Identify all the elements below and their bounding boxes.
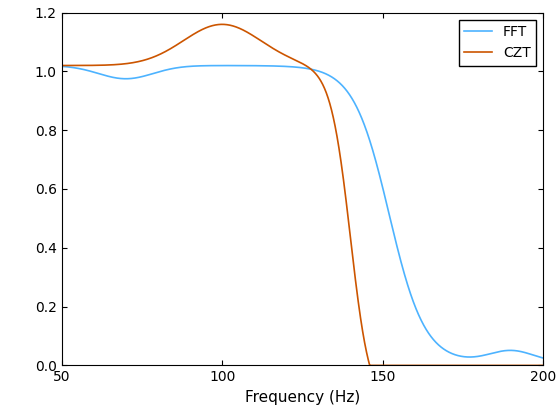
FFT (223, 63, 230, 68)
CZT (142, 58, 148, 63)
FFT (113, 76, 120, 81)
FFT (264, 63, 270, 68)
CZT (540, 363, 547, 368)
FFT (540, 356, 547, 361)
CZT (264, 42, 270, 47)
CZT (531, 363, 538, 368)
FFT (479, 353, 486, 358)
Line: CZT: CZT (62, 24, 543, 365)
Legend: FFT, CZT: FFT, CZT (459, 20, 536, 66)
X-axis label: Frequency (Hz): Frequency (Hz) (245, 390, 360, 405)
CZT (366, 363, 373, 368)
FFT (142, 74, 148, 79)
FFT (58, 64, 65, 69)
FFT (530, 353, 537, 358)
CZT (113, 62, 120, 67)
Line: FFT: FFT (62, 66, 543, 358)
FFT (243, 63, 250, 68)
CZT (58, 63, 65, 68)
CZT (219, 22, 226, 27)
CZT (243, 29, 250, 34)
CZT (479, 363, 486, 368)
